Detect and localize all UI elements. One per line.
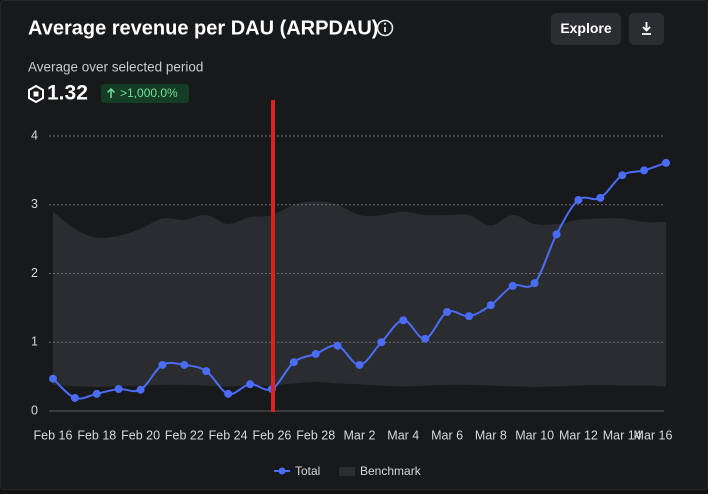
data-point: [333, 341, 342, 350]
explore-button[interactable]: Explore: [551, 13, 621, 45]
legend-swatch: [339, 467, 355, 476]
data-point: [246, 380, 255, 389]
x-tick-label: Mar 10: [515, 428, 554, 442]
change-label: >1,000.0%: [120, 86, 178, 100]
data-point: [596, 193, 605, 202]
up-arrow: [106, 87, 116, 98]
info-icon[interactable]: [376, 19, 394, 37]
data-point: [508, 281, 517, 290]
x-tick-label: Mar 16: [634, 428, 673, 442]
plot: 0 1 2 3 4 Feb 16 Feb 18 Feb 20 Feb 22 Feb 24 Feb 2…: [31, 128, 672, 478]
x-tick-label: Feb 22: [165, 428, 204, 442]
legend-label: Benchmark: [360, 464, 422, 478]
data-point: [49, 374, 57, 383]
x-tick-label: Mar 8: [475, 428, 507, 442]
data-point: [92, 389, 101, 398]
data-point: [289, 358, 298, 367]
y-tick-label: 4: [31, 128, 38, 142]
change-badge: [101, 84, 189, 103]
data-point: [136, 385, 145, 394]
data-point: [662, 158, 670, 167]
summary-value: 1.32: [47, 82, 88, 105]
data-point: [158, 360, 167, 369]
x-tick-label: Mar 14: [603, 428, 642, 442]
data-point: [618, 171, 627, 180]
y-tick-label: 1: [31, 335, 38, 349]
data-point: [377, 338, 386, 347]
currency-icon: [28, 84, 44, 104]
x-tick-label: Feb 28: [296, 428, 335, 442]
y-tick-label: 2: [31, 266, 38, 280]
y-tick-label: 0: [31, 403, 38, 417]
data-point: [443, 308, 452, 316]
x-tick-label: Feb 26: [252, 428, 291, 442]
legend-swatch: [278, 467, 286, 475]
legend-label: Total: [295, 464, 320, 478]
subtitle: Average over selected period: [28, 60, 203, 75]
data-point: [70, 393, 79, 402]
data-point: [552, 230, 561, 239]
data-point: [114, 385, 123, 393]
data-point: [355, 360, 364, 369]
legend: Total Benchmark: [274, 464, 422, 478]
x-tick-label: Feb 18: [77, 428, 116, 442]
data-point: [224, 389, 233, 398]
x-tick-label: Mar 4: [387, 428, 419, 442]
x-tick-label: Mar 2: [344, 428, 376, 442]
y-tick-label: 3: [31, 197, 38, 211]
data-point: [180, 360, 189, 369]
benchmark-band: [53, 201, 666, 387]
data-point: [486, 301, 495, 310]
x-tick-label: Feb 20: [121, 428, 160, 442]
data-point: [464, 312, 473, 321]
x-tick-label: Mar 12: [559, 428, 598, 442]
data-point: [574, 195, 583, 204]
button-label[interactable]: Explore: [560, 20, 612, 36]
data-point: [202, 367, 211, 376]
data-point: [530, 279, 539, 288]
x-tick-label: Feb 16: [34, 428, 73, 442]
chart-title: Average revenue per DAU (ARPDAU): [28, 17, 378, 39]
data-point: [311, 349, 320, 358]
data-point: [421, 334, 430, 343]
download-button[interactable]: [629, 13, 664, 45]
data-point: [399, 316, 408, 325]
x-tick-label: Mar 6: [431, 428, 463, 442]
x-tick-label: Feb 24: [209, 428, 248, 442]
data-point: [640, 166, 649, 175]
